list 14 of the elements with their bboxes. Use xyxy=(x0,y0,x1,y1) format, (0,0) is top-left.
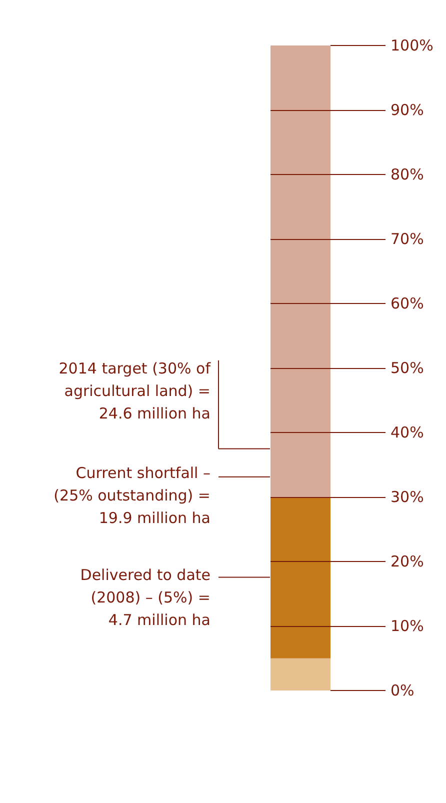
y-tick-label: 60% xyxy=(390,294,424,312)
y-tick-label: 20% xyxy=(390,552,424,570)
text: Current shortfall – (25% outstanding) = 19.9 million ha xyxy=(54,464,211,527)
y-tick-label: 30% xyxy=(390,488,424,506)
text: 2014 target (30% of agricultural land) = 24.6 million ha xyxy=(58,359,212,422)
y-tick-label: 50% xyxy=(390,359,424,377)
y-tick-label: 80% xyxy=(390,166,424,184)
y-tick-label: 0% xyxy=(390,682,414,700)
text: Delivered to date (2008) – (5%) = 4.7 million ha xyxy=(80,566,211,629)
y-tick-label: 70% xyxy=(390,230,424,248)
y-tick-label: 10% xyxy=(390,617,424,635)
y-tick-label: 90% xyxy=(390,101,424,119)
y-tick-label: 40% xyxy=(390,424,424,442)
y-tick-label: 100% xyxy=(390,36,434,54)
